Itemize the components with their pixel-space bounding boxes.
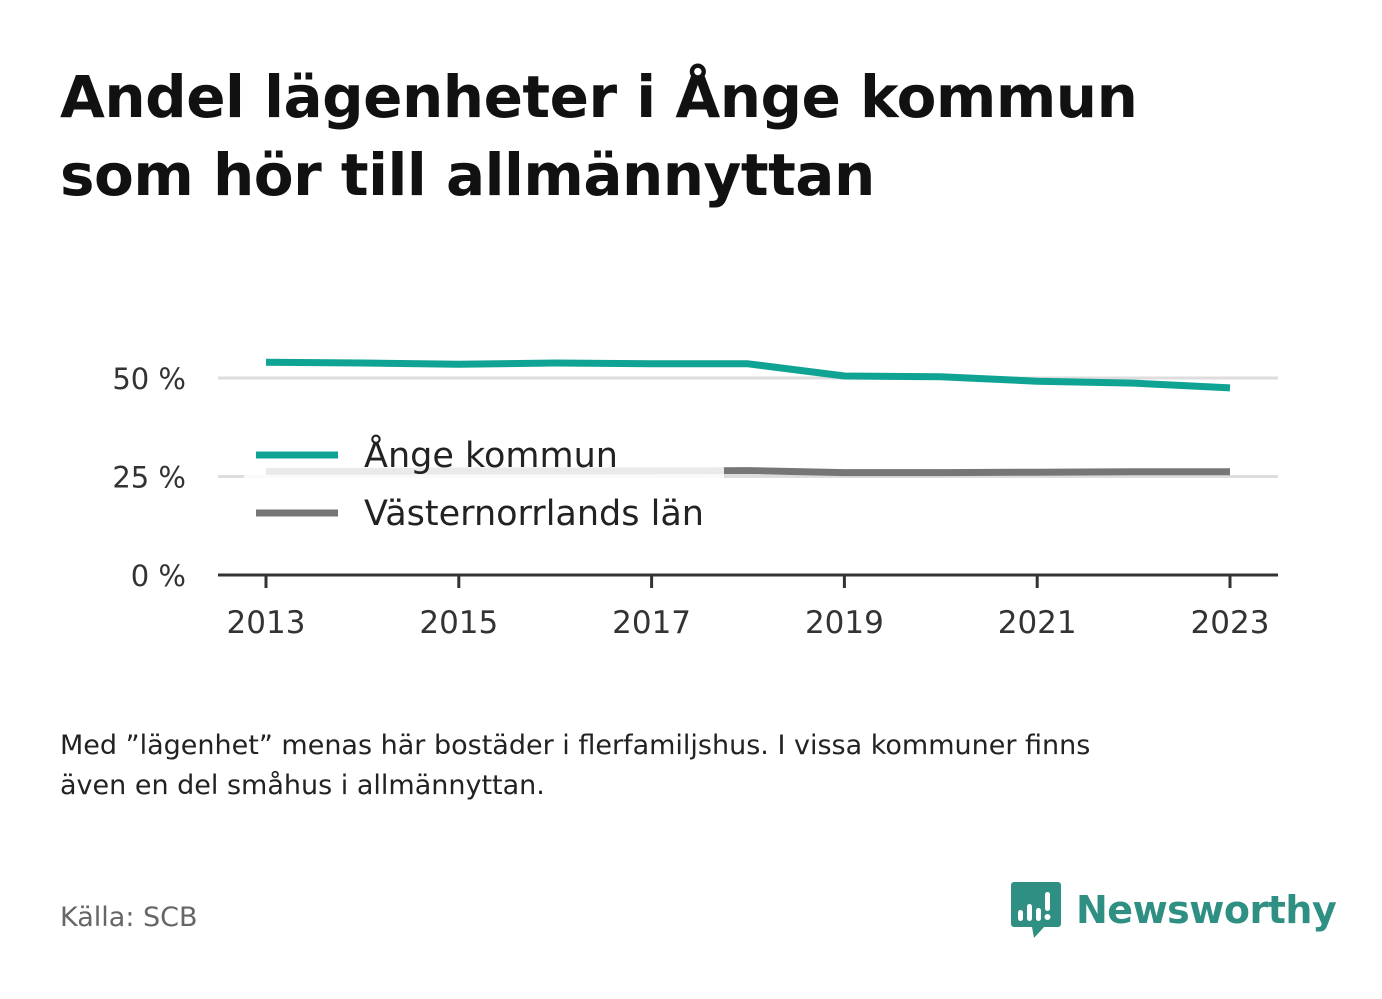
x-tick-label: 2015 [419,605,498,641]
x-tick-label: 2017 [612,605,691,641]
x-tick-label: 2013 [227,605,306,641]
chart-title-line-1: Andel lägenheter i Ånge kommun [60,63,1138,131]
series-line-1 [265,358,1231,392]
brand-name: Newsworthy [1076,888,1337,932]
bar-chart-speech-bubble-icon [1011,882,1061,938]
y-tick-label: 25 % [112,461,186,495]
chart-note-line-1: Med ”lägenhet” menas här bostäder i fler… [60,730,1091,761]
x-tick-label: 2019 [805,605,884,641]
legend-backdrop [244,428,724,538]
x-tick-label: 2023 [1191,605,1270,641]
chart-title-line-2: som hör till allmännyttan [60,141,875,209]
y-tick-label: 50 % [112,362,186,396]
brand-logo-link[interactable]: Newsworthy [1010,878,1337,942]
legend: Ånge kommun Västernorrlands län [244,428,724,538]
y-tick-label: 0 % [131,559,186,593]
legend-label-2: Västernorrlands län [364,494,704,534]
line-chart: Ånge kommun Västernorrlands län 0 % 25 % 50… [112,358,1278,641]
source-label: Källa: SCB [60,902,198,933]
chart-title: Andel lägenheter i Ånge kommun som hör t… [60,58,1300,214]
chart-note-line-2: även en del småhus i allmännyttan. [60,770,545,801]
x-tick-label: 2021 [998,605,1077,641]
legend-label-1: Ånge kommun [364,433,618,476]
chart-note: Med ”lägenhet” menas här bostäder i fler… [60,726,1320,806]
axes: 0 % 25 % 50 % 2013 2015 2017 2019 2021 2023 [112,362,1278,641]
